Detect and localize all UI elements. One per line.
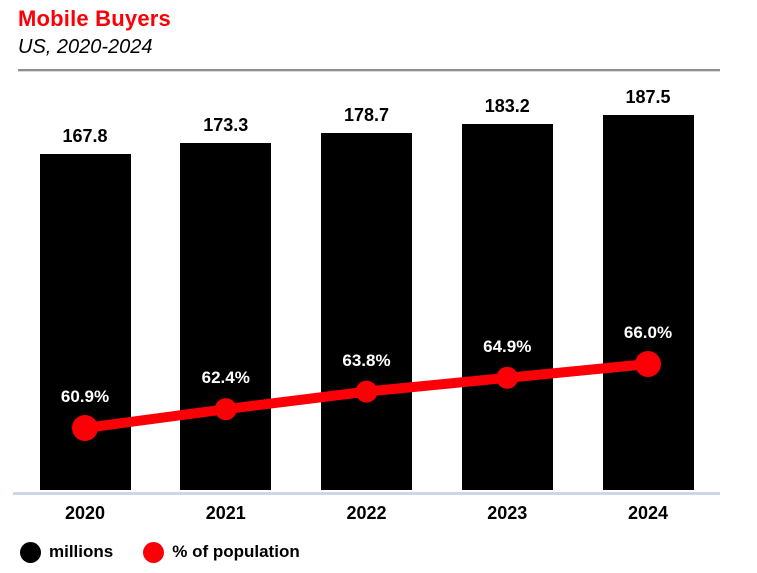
bar-value-label-2023: 183.2 [484,95,530,116]
chart-title: Mobile Buyers [18,6,171,31]
millions-swatch-icon [20,541,41,563]
legend-label-millions: millions [49,542,114,561]
x-axis-label-2024: 2024 [627,503,669,523]
legend-item-millions: millions [20,541,114,563]
x-axis-label-2021: 2021 [205,503,246,523]
x-axis-label-2023: 2023 [487,503,528,523]
bar-2021 [180,143,272,490]
header-divider [18,69,720,72]
x-axis-label-2020: 2020 [64,503,106,523]
bar-value-label-2020: 167.8 [62,126,108,147]
chart-subtitle: US, 2020-2024 [18,36,153,58]
bar-2022 [321,132,412,490]
line-value-label-2020: 60.9% [60,387,110,406]
x-axis-label-2022: 2022 [346,503,387,523]
line-value-label-2021: 62.4% [201,368,250,388]
population-swatch-icon [143,541,165,563]
line-value-label-2023: 64.9% [483,336,532,356]
bar-value-label-2024: 187.5 [625,87,671,107]
bar-2020 [39,154,131,490]
x-axis-line [13,492,720,495]
legend-label-population: % of population [172,542,300,561]
line-value-label-2022: 63.8% [342,350,391,370]
legend: millions % of population [20,539,300,565]
line-value-label-2024: 66.0% [623,322,673,342]
legend-item-population: % of population [143,541,300,563]
bar-2023 [461,123,553,490]
bar-value-label-2021: 173.3 [203,115,249,136]
bar-value-label-2022: 178.7 [343,104,390,125]
bar-2024 [602,115,694,490]
